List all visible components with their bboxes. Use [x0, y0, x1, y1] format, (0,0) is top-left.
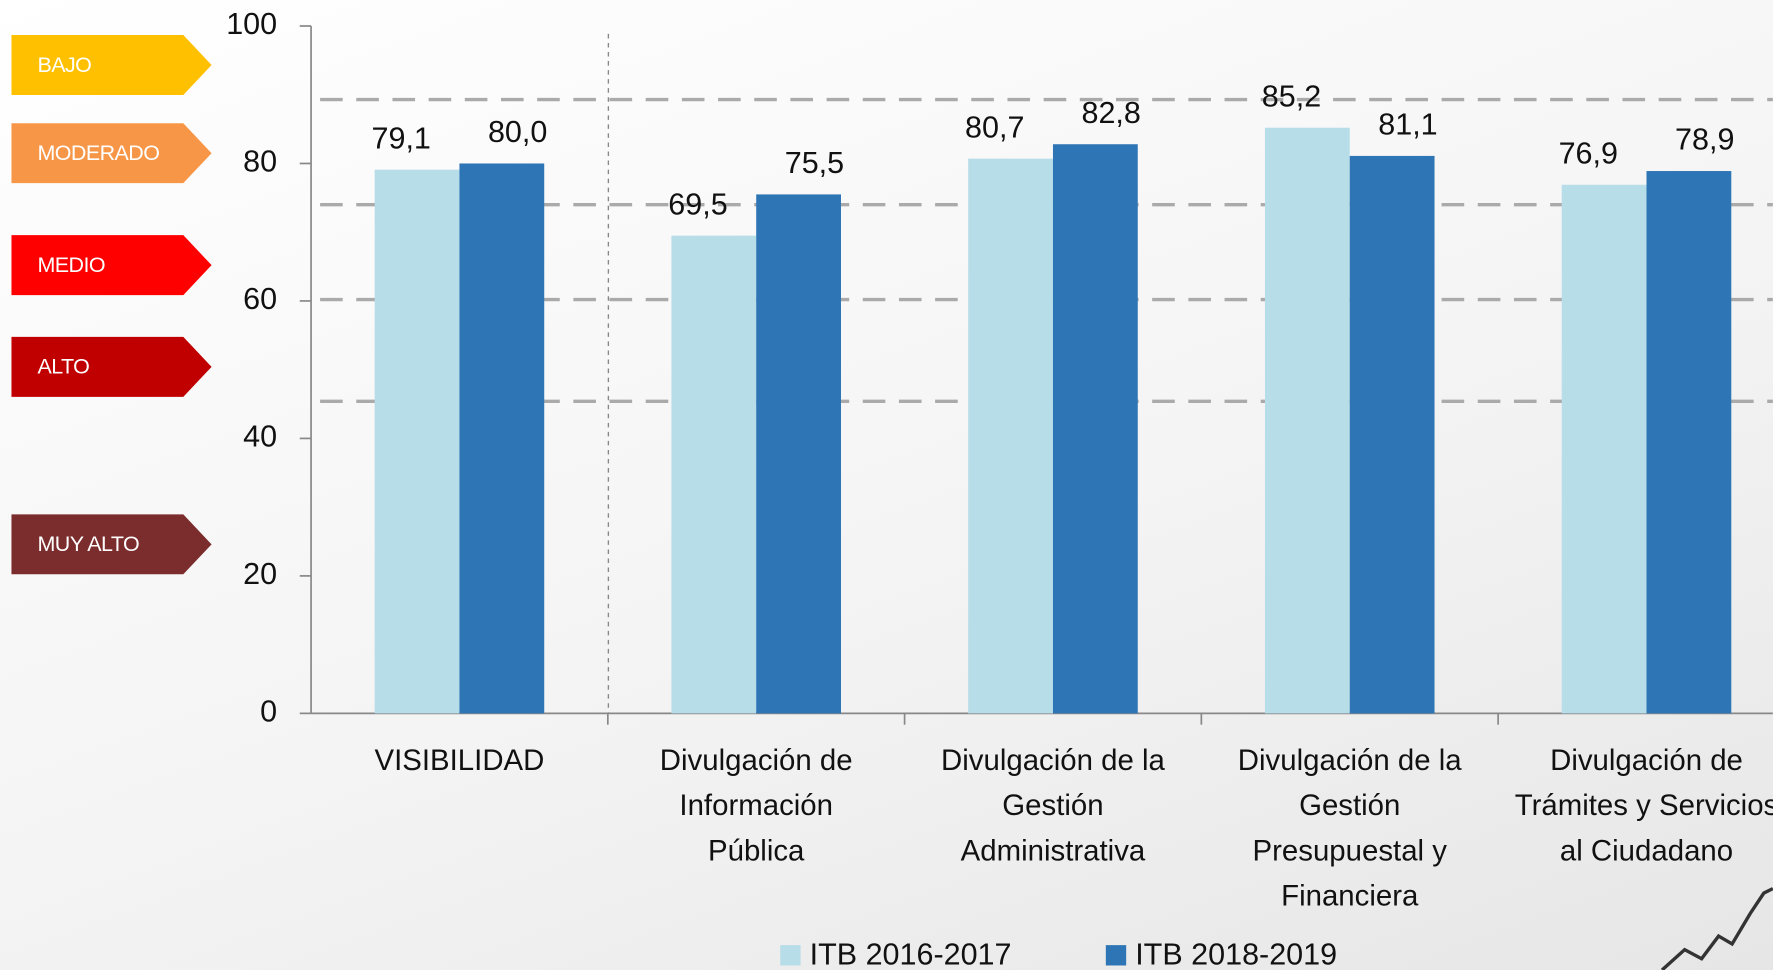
- value-label: 76,9: [1559, 136, 1618, 170]
- value-label: 85,2: [1262, 79, 1321, 113]
- risk-arrow: [11, 235, 212, 296]
- decoration: [1660, 887, 1773, 970]
- y-tick-label: 0: [260, 694, 277, 728]
- value-label: 78,9: [1675, 123, 1734, 157]
- y-tick-label: 20: [243, 557, 277, 591]
- legend-label: ITB 2018-2019: [1135, 937, 1337, 970]
- legend-swatch: [780, 945, 801, 966]
- bar: [459, 163, 545, 714]
- x-tick-label: Divulgación de la Gestión Presupuestal y…: [1237, 742, 1462, 913]
- risk-label: BAJO: [37, 53, 91, 77]
- value-label: 79,1: [372, 121, 431, 155]
- value-label: 81,1: [1378, 108, 1437, 142]
- risk-arrow: [11, 514, 212, 575]
- risk-label: MODERADO: [37, 141, 159, 165]
- x-tick-label-box: Divulgación de Trámites y Servicios al C…: [1514, 742, 1773, 868]
- legend-label: ITB 2016-2017: [810, 937, 1012, 970]
- bar: [374, 169, 460, 714]
- bar: [1561, 184, 1647, 714]
- x-tick-label: VISIBILIDAD: [374, 742, 545, 777]
- x-tick-label: Divulgación de Información Pública: [659, 742, 853, 868]
- x-tick-label-box: Divulgación de Información Pública: [659, 742, 853, 868]
- legend-swatch: [1105, 945, 1127, 966]
- bar: [1349, 155, 1435, 714]
- y-tick-label: 40: [243, 419, 277, 453]
- risk-arrow: [11, 123, 212, 184]
- value-label: 80,7: [965, 110, 1024, 144]
- x-tick-label: Divulgación de Trámites y Servicios al C…: [1514, 742, 1773, 868]
- y-tick-label: 80: [243, 145, 277, 179]
- bar: [1646, 171, 1732, 714]
- bar: [1264, 127, 1350, 714]
- bar: [968, 158, 1053, 714]
- value-label: 69,5: [668, 187, 727, 221]
- risk-label: MEDIO: [37, 253, 105, 277]
- bar: [756, 194, 841, 714]
- x-tick-label-box: VISIBILIDAD: [374, 742, 545, 777]
- x-tick-label-box: Divulgación de la Gestión Presupuestal y…: [1237, 742, 1462, 913]
- value-label: 80,0: [488, 115, 547, 149]
- risk-arrow: [11, 35, 212, 95]
- bar: [1052, 144, 1138, 714]
- x-tick-label-box: Divulgación de la Gestión Administrativa: [941, 742, 1165, 868]
- bar: [671, 235, 757, 714]
- value-label: 75,5: [785, 146, 844, 180]
- risk-arrow: [11, 336, 212, 397]
- y-tick-label: 100: [226, 7, 277, 41]
- y-tick-label: 60: [243, 282, 277, 316]
- risk-label: ALTO: [37, 355, 89, 379]
- value-label: 82,8: [1081, 96, 1140, 130]
- x-tick-label: Divulgación de la Gestión Administrativa: [941, 742, 1165, 868]
- risk-label: MUY ALTO: [37, 532, 139, 556]
